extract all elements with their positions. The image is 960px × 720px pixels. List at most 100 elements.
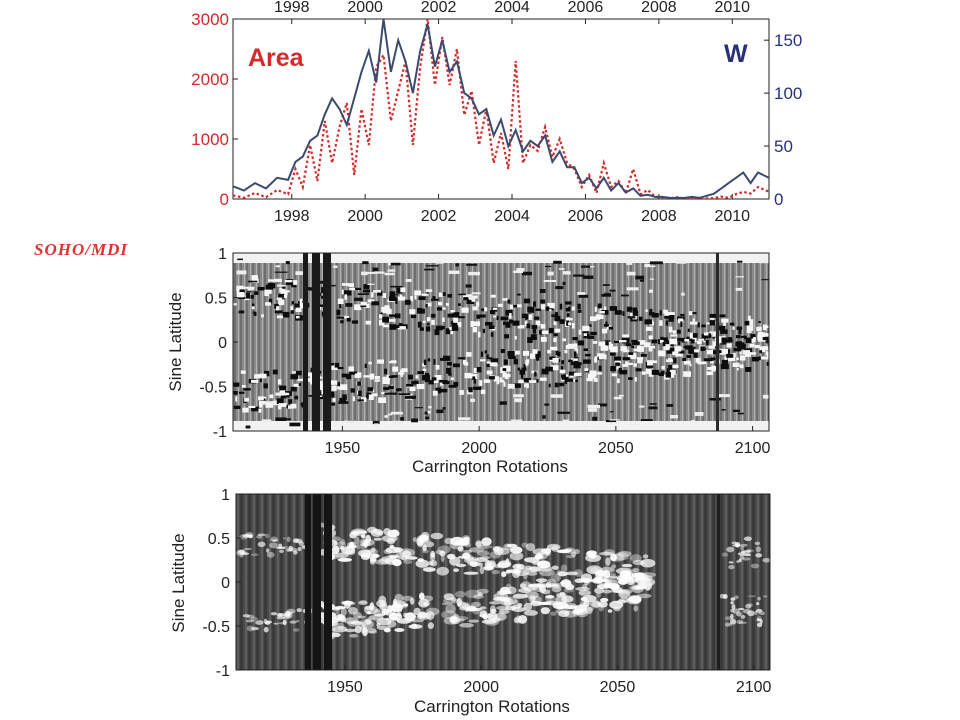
- field-speck: [585, 353, 591, 357]
- field-speck: [233, 405, 241, 409]
- bright-patch: [728, 561, 734, 564]
- field-speck: [698, 338, 705, 341]
- field-speck: [278, 299, 285, 306]
- x-tick-label: 2000: [463, 679, 499, 696]
- polar-speck: [613, 396, 622, 400]
- field-speck: [484, 350, 487, 354]
- field-speck: [446, 361, 452, 366]
- polar-speck: [237, 258, 243, 261]
- y-tick-label: 0.5: [205, 291, 227, 308]
- polar-speck: [761, 279, 769, 281]
- field-speck: [283, 294, 287, 298]
- field-speck: [341, 373, 348, 378]
- polar-speck: [605, 420, 617, 423]
- field-speck: [431, 377, 437, 381]
- field-speck: [672, 349, 679, 356]
- field-speck: [638, 340, 646, 345]
- field-speck: [712, 331, 716, 337]
- field-speck: [570, 358, 575, 362]
- field-speck: [590, 331, 597, 335]
- field-speck: [553, 320, 557, 326]
- bright-patch: [348, 607, 358, 615]
- field-speck: [332, 398, 336, 402]
- field-speck: [538, 351, 541, 357]
- field-speck: [422, 368, 427, 371]
- bright-patch: [330, 632, 341, 638]
- bright-patch: [340, 538, 346, 546]
- field-speck: [368, 394, 374, 400]
- field-speck: [371, 292, 374, 298]
- bright-patch: [496, 606, 509, 610]
- field-speck: [382, 316, 389, 323]
- bright-patch: [271, 539, 279, 542]
- field-speck: [341, 289, 344, 295]
- field-speck: [241, 385, 246, 388]
- field-speck: [349, 287, 356, 291]
- field-speck: [672, 364, 679, 368]
- polar-speck: [392, 420, 403, 425]
- field-speck: [299, 298, 303, 304]
- bright-patch: [632, 567, 640, 573]
- field-speck: [504, 334, 509, 339]
- bottom-x-axis-title: Carrington Rotations: [414, 697, 570, 716]
- bright-patch: [264, 533, 270, 539]
- polar-speck: [295, 271, 306, 275]
- field-speck: [449, 327, 453, 331]
- polar-speck: [427, 410, 431, 414]
- polar-speck: [550, 394, 563, 398]
- bright-patch: [293, 550, 298, 555]
- bright-patch: [588, 553, 597, 559]
- bright-patch: [401, 595, 414, 601]
- field-speck: [551, 314, 555, 317]
- field-speck: [239, 289, 245, 294]
- polar-speck: [455, 263, 459, 267]
- field-speck: [439, 380, 448, 383]
- field-speck: [600, 345, 609, 351]
- field-speck: [683, 360, 691, 365]
- bright-patch: [755, 546, 762, 553]
- field-speck: [664, 315, 672, 319]
- field-speck: [471, 376, 476, 380]
- field-speck: [500, 316, 509, 321]
- field-speck: [379, 314, 383, 319]
- field-speck: [761, 332, 769, 337]
- bright-patch: [361, 542, 372, 547]
- field-speck: [523, 351, 530, 356]
- field-speck: [233, 303, 237, 306]
- y-tick-label: 0: [221, 575, 230, 592]
- field-speck: [680, 321, 683, 327]
- field-speck: [577, 303, 581, 309]
- polar-speck: [448, 270, 460, 274]
- polar-speck: [391, 294, 399, 296]
- field-speck: [609, 306, 618, 311]
- field-speck: [707, 349, 715, 355]
- field-speck: [294, 395, 299, 400]
- field-speck: [399, 294, 403, 300]
- bright-patch: [730, 597, 736, 601]
- field-speck: [759, 350, 763, 354]
- field-speck: [610, 346, 618, 353]
- field-speck: [246, 292, 251, 299]
- field-speck: [737, 345, 742, 349]
- field-speck: [566, 313, 570, 317]
- polar-speck: [384, 415, 388, 418]
- field-speck: [658, 350, 666, 357]
- field-speck: [290, 280, 298, 285]
- field-speck: [295, 307, 302, 312]
- bright-patch: [443, 597, 459, 604]
- polar-speck: [344, 420, 356, 423]
- field-speck: [436, 307, 443, 311]
- field-speck: [431, 319, 435, 325]
- bright-patch: [273, 622, 279, 625]
- field-speck: [577, 340, 585, 346]
- field-speck: [503, 381, 506, 387]
- field-speck: [732, 362, 740, 367]
- field-speck: [681, 340, 687, 343]
- field-speck: [766, 325, 769, 328]
- bright-patch: [614, 552, 629, 561]
- field-speck: [236, 292, 245, 298]
- field-speck: [474, 367, 482, 373]
- polar-speck: [274, 271, 288, 273]
- bright-patch: [444, 537, 454, 545]
- field-speck: [358, 390, 362, 396]
